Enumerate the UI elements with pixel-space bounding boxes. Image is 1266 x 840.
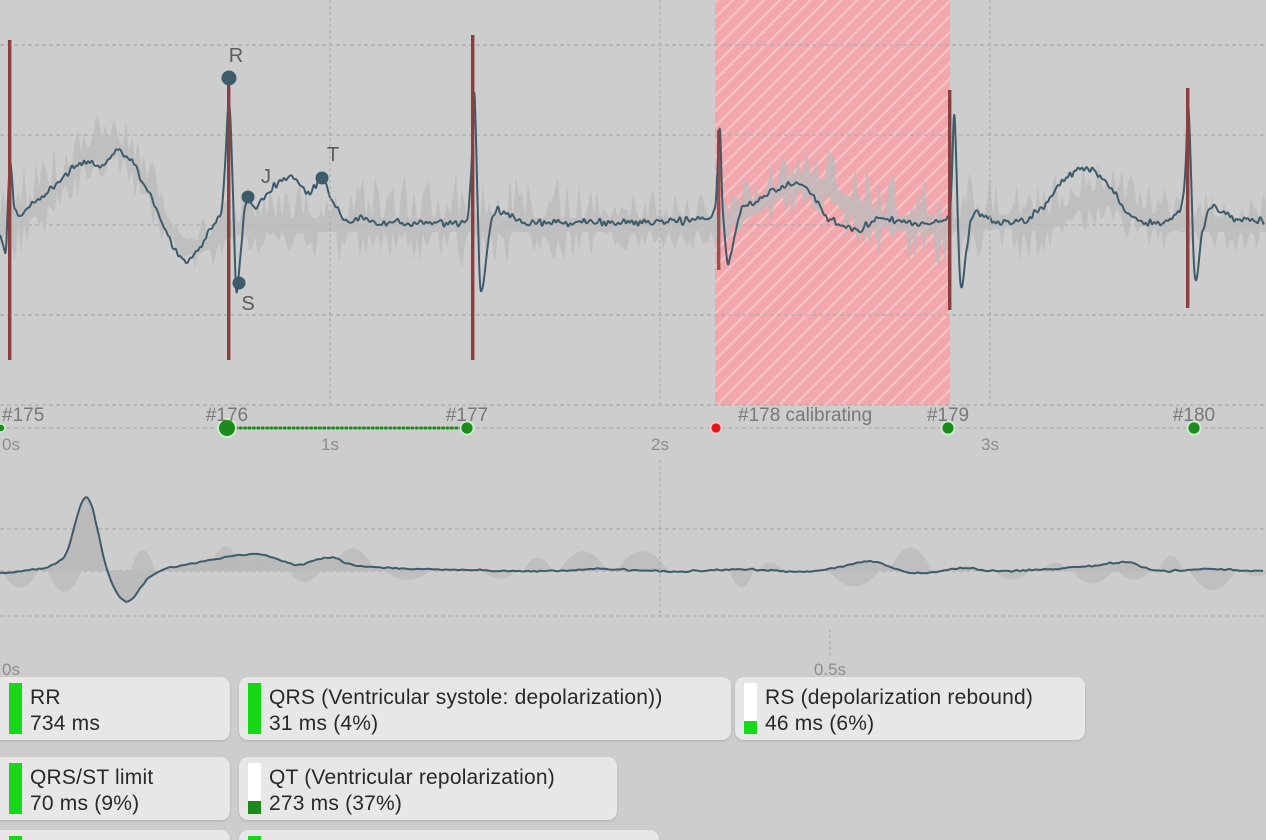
svg-text:J: J [261, 166, 271, 188]
svg-text:S: S [241, 293, 254, 315]
svg-text:#176: #176 [206, 405, 248, 426]
svg-text:1s: 1s [321, 435, 339, 454]
svg-text:2s: 2s [651, 435, 669, 454]
svg-text:T: T [327, 144, 339, 166]
svg-text:3s: 3s [981, 435, 999, 454]
svg-text:R: R [229, 45, 243, 67]
svg-text:#180: #180 [1173, 405, 1215, 426]
svg-text:#179: #179 [927, 405, 969, 426]
svg-text:#178 calibrating: #178 calibrating [738, 405, 872, 426]
svg-text:#175: #175 [2, 405, 44, 426]
svg-text:#177: #177 [446, 405, 488, 426]
svg-text:0s: 0s [2, 435, 20, 454]
